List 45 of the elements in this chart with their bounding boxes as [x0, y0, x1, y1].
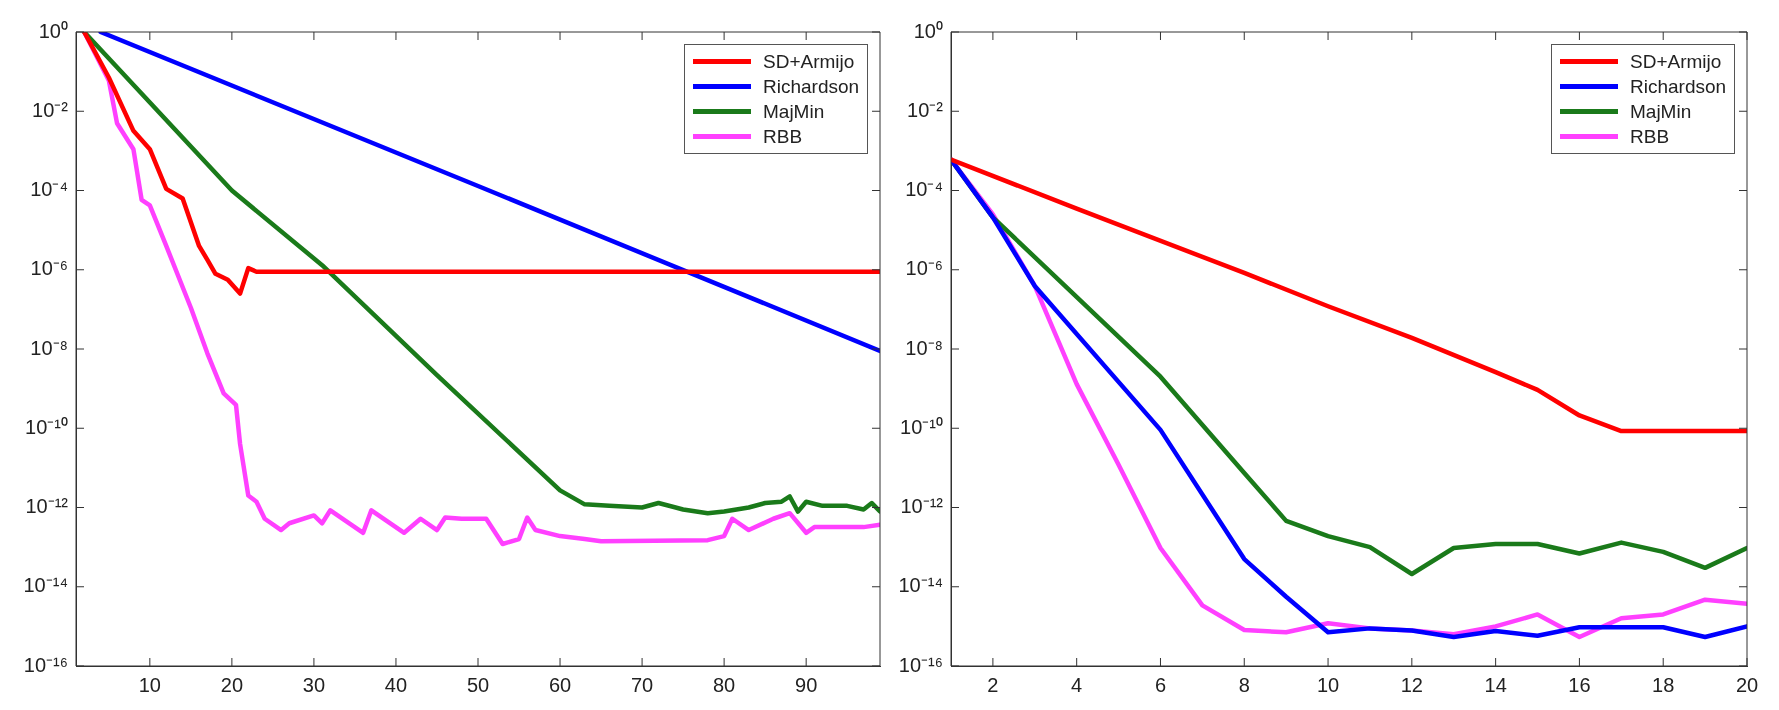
legend-label: SD+Armijo: [763, 50, 855, 74]
x-tick-label: 80: [713, 673, 736, 696]
x-tick-label: 10: [1316, 673, 1340, 696]
y-tick-label: 10⁻²: [32, 98, 69, 121]
x-tick-label: 20: [1735, 673, 1759, 696]
x-tick-label: 10: [138, 673, 161, 696]
y-tick-label: 10⁻⁶: [30, 257, 68, 280]
legend-label: Richardson: [1630, 75, 1727, 99]
legend-label: MajMin: [763, 100, 825, 124]
x-tick-label: 12: [1400, 673, 1423, 696]
y-tick-label: 10⁻¹⁴: [898, 574, 943, 597]
x-tick-label: 16: [1568, 673, 1591, 696]
y-tick-label: 10⁻¹⁶: [898, 653, 943, 676]
legend-label: RBB: [763, 125, 803, 149]
x-tick-label: 18: [1652, 673, 1675, 696]
x-tick-label: 14: [1484, 673, 1507, 696]
y-tick-label: 10⁻¹⁰: [900, 415, 943, 438]
y-tick-label: 10⁻⁴: [30, 178, 68, 201]
x-tick-label: 8: [1238, 673, 1250, 696]
y-tick-label: 10⁻¹⁶: [23, 653, 68, 676]
x-tick-label: 20: [220, 673, 243, 696]
y-tick-label: 10⁻⁸: [905, 336, 943, 359]
y-tick-label: 10⁻¹²: [900, 495, 944, 518]
y-tick-label: 10⁰: [38, 19, 68, 42]
legend-label: MajMin: [1630, 100, 1692, 124]
y-tick-label: 10⁻⁶: [905, 257, 943, 280]
y-tick-label: 10⁻¹²: [25, 495, 69, 518]
x-tick-label: 70: [630, 673, 654, 696]
x-tick-label: 40: [384, 673, 408, 696]
y-tick-label: 10⁻¹⁰: [25, 415, 68, 438]
y-tick-label: 10⁻⁸: [30, 336, 68, 359]
x-tick-label: 90: [795, 673, 818, 696]
x-tick-label: 4: [1071, 673, 1083, 696]
x-tick-label: 2: [987, 673, 999, 696]
x-tick-label: 50: [466, 673, 490, 696]
x-tick-label: 30: [302, 673, 326, 696]
y-tick-label: 10⁻¹⁴: [23, 574, 68, 597]
y-tick-label: 10⁻²: [907, 98, 944, 121]
legend-label: RBB: [1630, 125, 1670, 149]
y-tick-label: 10⁻⁴: [905, 178, 943, 201]
legend-label: SD+Armijo: [1630, 50, 1722, 74]
x-tick-label: 60: [548, 673, 572, 696]
legend-label: Richardson: [763, 75, 860, 99]
x-tick-label: 6: [1154, 673, 1167, 696]
y-tick-label: 10⁰: [913, 19, 943, 42]
